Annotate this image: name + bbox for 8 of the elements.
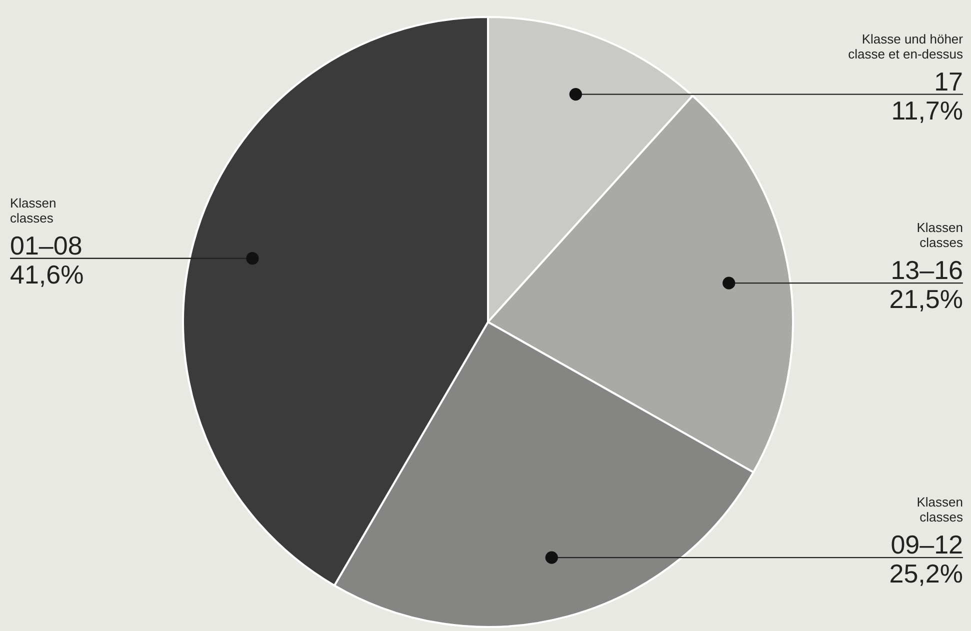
slice-label: Klassen classes 13–16 [890,220,964,286]
slice-label: Klassen classes 01–08 [10,195,82,260]
data-label: 21,5% [889,284,963,314]
data-label: 11,7% [891,95,963,126]
slice-label: Klasse und höher classe et en-dessus 17 [848,31,964,96]
data-label: 41,6% [10,259,84,290]
data-label: 25,2% [889,558,963,589]
slice-label: Klassen classes 09–12 [890,494,964,560]
